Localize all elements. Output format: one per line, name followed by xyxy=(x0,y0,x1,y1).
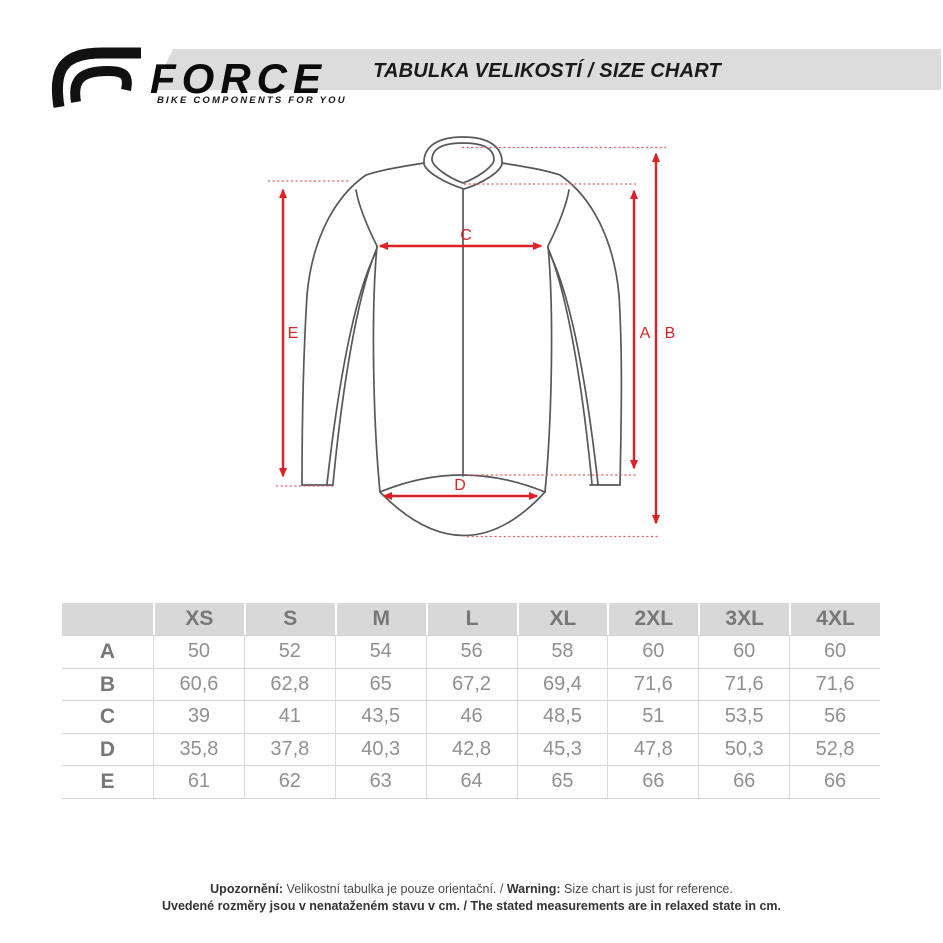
table-cell: 39 xyxy=(153,700,244,733)
table-row-b: B 60,6 62,8 65 67,2 69,4 71,6 71,6 71,6 xyxy=(62,667,880,701)
row-label: E xyxy=(62,765,153,798)
left-sleeve-outer xyxy=(301,174,367,486)
table-cell: 40,3 xyxy=(334,732,426,766)
left-shoulder-seam xyxy=(365,162,425,176)
page-title: TABULKA VELIKOSTÍ / SIZE CHART xyxy=(373,60,721,82)
column-header-xs: XS xyxy=(153,603,244,635)
table-cell: 48,5 xyxy=(516,700,608,733)
column-header-xl: XL xyxy=(516,603,608,635)
footer-warning-en-text: Size chart is just for reference. xyxy=(560,882,733,896)
table-cell: 71,6 xyxy=(607,667,699,701)
header-band xyxy=(153,49,941,90)
row-label: B xyxy=(62,667,153,701)
table-cell: 62 xyxy=(243,765,335,798)
left-armhole-seam xyxy=(355,189,378,247)
brand-name: FORCE xyxy=(150,55,327,102)
table-corner-cell xyxy=(62,603,153,635)
jersey-outline xyxy=(301,136,623,537)
row-label: D xyxy=(62,732,153,766)
table-cell: 53,5 xyxy=(698,700,790,733)
dimension-label-a: A xyxy=(640,325,651,342)
table-cell: 60 xyxy=(607,635,699,668)
table-cell: 42,8 xyxy=(425,732,517,766)
column-header-4xl: 4XL xyxy=(789,603,880,635)
table-row-c: C 39 41 43,5 46 48,5 51 53,5 56 xyxy=(62,700,880,733)
left-sleeve-seam-1 xyxy=(332,247,378,485)
table-cell: 65 xyxy=(334,667,426,701)
table-cell: 66 xyxy=(698,765,790,798)
table-cell: 52,8 xyxy=(789,732,880,766)
collar-outer xyxy=(423,136,503,190)
table-cell: 60,6 xyxy=(153,667,244,701)
row-label: C xyxy=(62,700,153,733)
table-cell: 50,3 xyxy=(698,732,790,766)
right-armhole-seam xyxy=(547,189,570,247)
size-table: XS S M L XL 2XL 3XL 4XL A 50 52 54 56 58… xyxy=(62,603,880,799)
right-sleeve-seam-1 xyxy=(547,247,593,485)
force-logo-icon xyxy=(51,47,141,108)
column-header-2xl: 2XL xyxy=(607,603,699,635)
table-cell: 66 xyxy=(607,765,699,798)
left-body-seam xyxy=(372,245,381,493)
dimension-label-b: B xyxy=(665,325,676,342)
table-cell: 64 xyxy=(425,765,517,798)
measurement-guide-lines xyxy=(268,146,666,538)
column-header-3xl: 3XL xyxy=(698,603,790,635)
left-sleeve-seam-2 xyxy=(326,251,377,485)
size-table-header-row: XS S M L XL 2XL 3XL 4XL xyxy=(62,603,880,635)
right-shoulder-seam xyxy=(501,162,561,176)
dimension-label-c: C xyxy=(460,227,472,244)
footer-warning-cz-label: Upozornění: xyxy=(210,882,284,896)
right-body-seam xyxy=(544,245,553,493)
hem-back-arc xyxy=(379,491,546,537)
dimension-label-e: E xyxy=(288,325,299,342)
table-row-a: A 50 52 54 56 58 60 60 60 xyxy=(62,635,880,668)
table-cell: 54 xyxy=(334,635,426,668)
table-cell: 71,6 xyxy=(698,667,790,701)
table-cell: 63 xyxy=(334,765,426,798)
column-header-s: S xyxy=(243,603,335,635)
table-cell: 67,2 xyxy=(425,667,517,701)
table-cell: 69,4 xyxy=(516,667,608,701)
footer-warning-en-label: Warning: xyxy=(506,882,561,896)
footer-line-1: Upozornění: Velikostní tabulka je pouze … xyxy=(0,881,943,898)
table-cell: 51 xyxy=(607,700,699,733)
column-header-m: M xyxy=(334,603,426,635)
table-row-e: E 61 62 63 64 65 66 66 66 xyxy=(62,765,880,798)
dimension-label-d: D xyxy=(454,477,466,494)
footer-warning-cz-text: Velikostní tabulka je pouze orientační. … xyxy=(283,882,507,896)
table-cell: 56 xyxy=(425,635,517,668)
right-sleeve-outer xyxy=(559,174,623,486)
hem-front-arc xyxy=(379,474,546,493)
table-cell: 58 xyxy=(516,635,608,668)
table-cell: 43,5 xyxy=(334,700,426,733)
table-cell: 50 xyxy=(153,635,244,668)
right-sleeve-seam-2 xyxy=(548,251,599,485)
table-cell: 61 xyxy=(153,765,244,798)
table-row-d: D 35,8 37,8 40,3 42,8 45,3 47,8 50,3 52,… xyxy=(62,732,880,766)
brand-tagline: BIKE COMPONENTS FOR YOU xyxy=(157,95,347,106)
table-cell: 52 xyxy=(243,635,335,668)
table-cell: 37,8 xyxy=(243,732,335,766)
table-cell: 56 xyxy=(789,700,880,733)
table-cell: 71,6 xyxy=(789,667,880,701)
footer-note: Upozornění: Velikostní tabulka je pouze … xyxy=(0,881,943,914)
row-label: A xyxy=(62,635,153,668)
table-cell: 41 xyxy=(243,700,335,733)
table-cell: 66 xyxy=(789,765,880,798)
measurement-arrows xyxy=(279,152,660,525)
table-cell: 35,8 xyxy=(153,732,244,766)
table-cell: 47,8 xyxy=(607,732,699,766)
table-cell: 60 xyxy=(789,635,880,668)
table-cell: 45,3 xyxy=(516,732,608,766)
column-header-l: L xyxy=(425,603,517,635)
collar-inner xyxy=(431,142,495,184)
table-cell: 60 xyxy=(698,635,790,668)
table-cell: 65 xyxy=(516,765,608,798)
table-cell: 46 xyxy=(425,700,517,733)
footer-line-2: Uvedené rozměry jsou v nenataženém stavu… xyxy=(161,898,781,913)
table-cell: 62,8 xyxy=(243,667,335,701)
